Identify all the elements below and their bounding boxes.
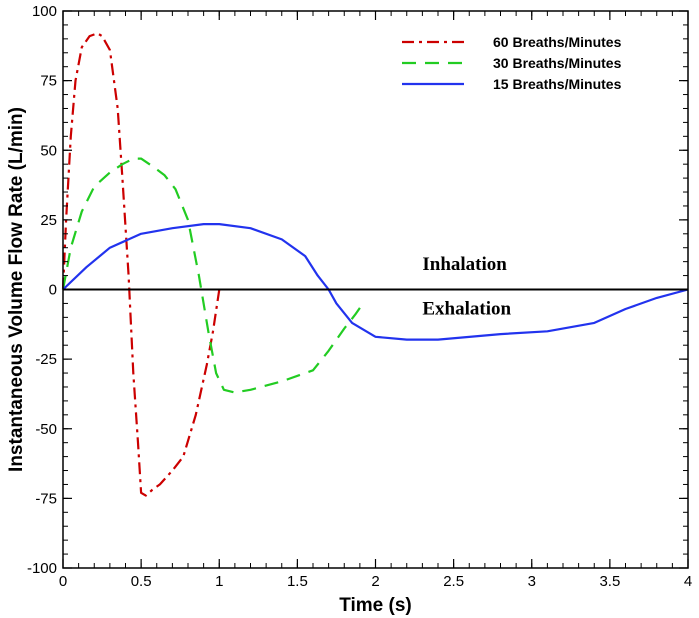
labels-layer: 0 0.5 1 1.5 2 2.5 3 3.5 4 -100 -75 -50 -25 0 25 50 75 100 [27, 3, 692, 590]
x-tick-label: 4 [684, 573, 692, 590]
series-line-2 [61, 157, 364, 394]
legend-label-2: 30 Breaths/Minutes [493, 55, 622, 71]
series-layer [61, 32, 689, 497]
y-tick-label: 25 [40, 212, 57, 229]
series-line-1 [61, 32, 221, 497]
x-tick-label: 0.5 [131, 573, 152, 590]
y-tick-label: 0 [49, 282, 57, 299]
series-line-3 [62, 223, 689, 341]
x-tick-label: 1.5 [287, 573, 308, 590]
x-tick-label: 3 [528, 573, 536, 590]
x-tick-label: 0 [59, 573, 67, 590]
y-tick-label: 50 [40, 142, 57, 159]
x-tick-label: 1 [215, 573, 223, 590]
annotations: Inhalation Exhalation [422, 254, 511, 320]
y-tick-label: 75 [40, 73, 57, 90]
y-tick-label: -25 [35, 351, 57, 368]
legend-label-3: 15 Breaths/Minutes [493, 76, 622, 92]
legend: 60 Breaths/Minutes 30 Breaths/Minutes 15 B… [402, 34, 622, 92]
x-tick-label: 2.5 [443, 573, 464, 590]
axes-layer [62, 10, 689, 569]
x-tick-label: 3.5 [599, 573, 620, 590]
y-tick-label: 100 [32, 3, 57, 20]
annotation-1: Inhalation [422, 254, 507, 275]
x-tick-label: 2 [371, 573, 379, 590]
legend-label-1: 60 Breaths/Minutes [493, 34, 622, 50]
annotation-2: Exhalation [422, 299, 511, 320]
y-tick-label: -50 [35, 421, 57, 438]
y-tick-label: -75 [35, 490, 57, 507]
x-axis-title: Time (s) [339, 595, 412, 616]
y-tick-label: -100 [27, 560, 57, 577]
y-axis-title: Instantaneous Volume Flow Rate (L/min) [6, 107, 27, 472]
